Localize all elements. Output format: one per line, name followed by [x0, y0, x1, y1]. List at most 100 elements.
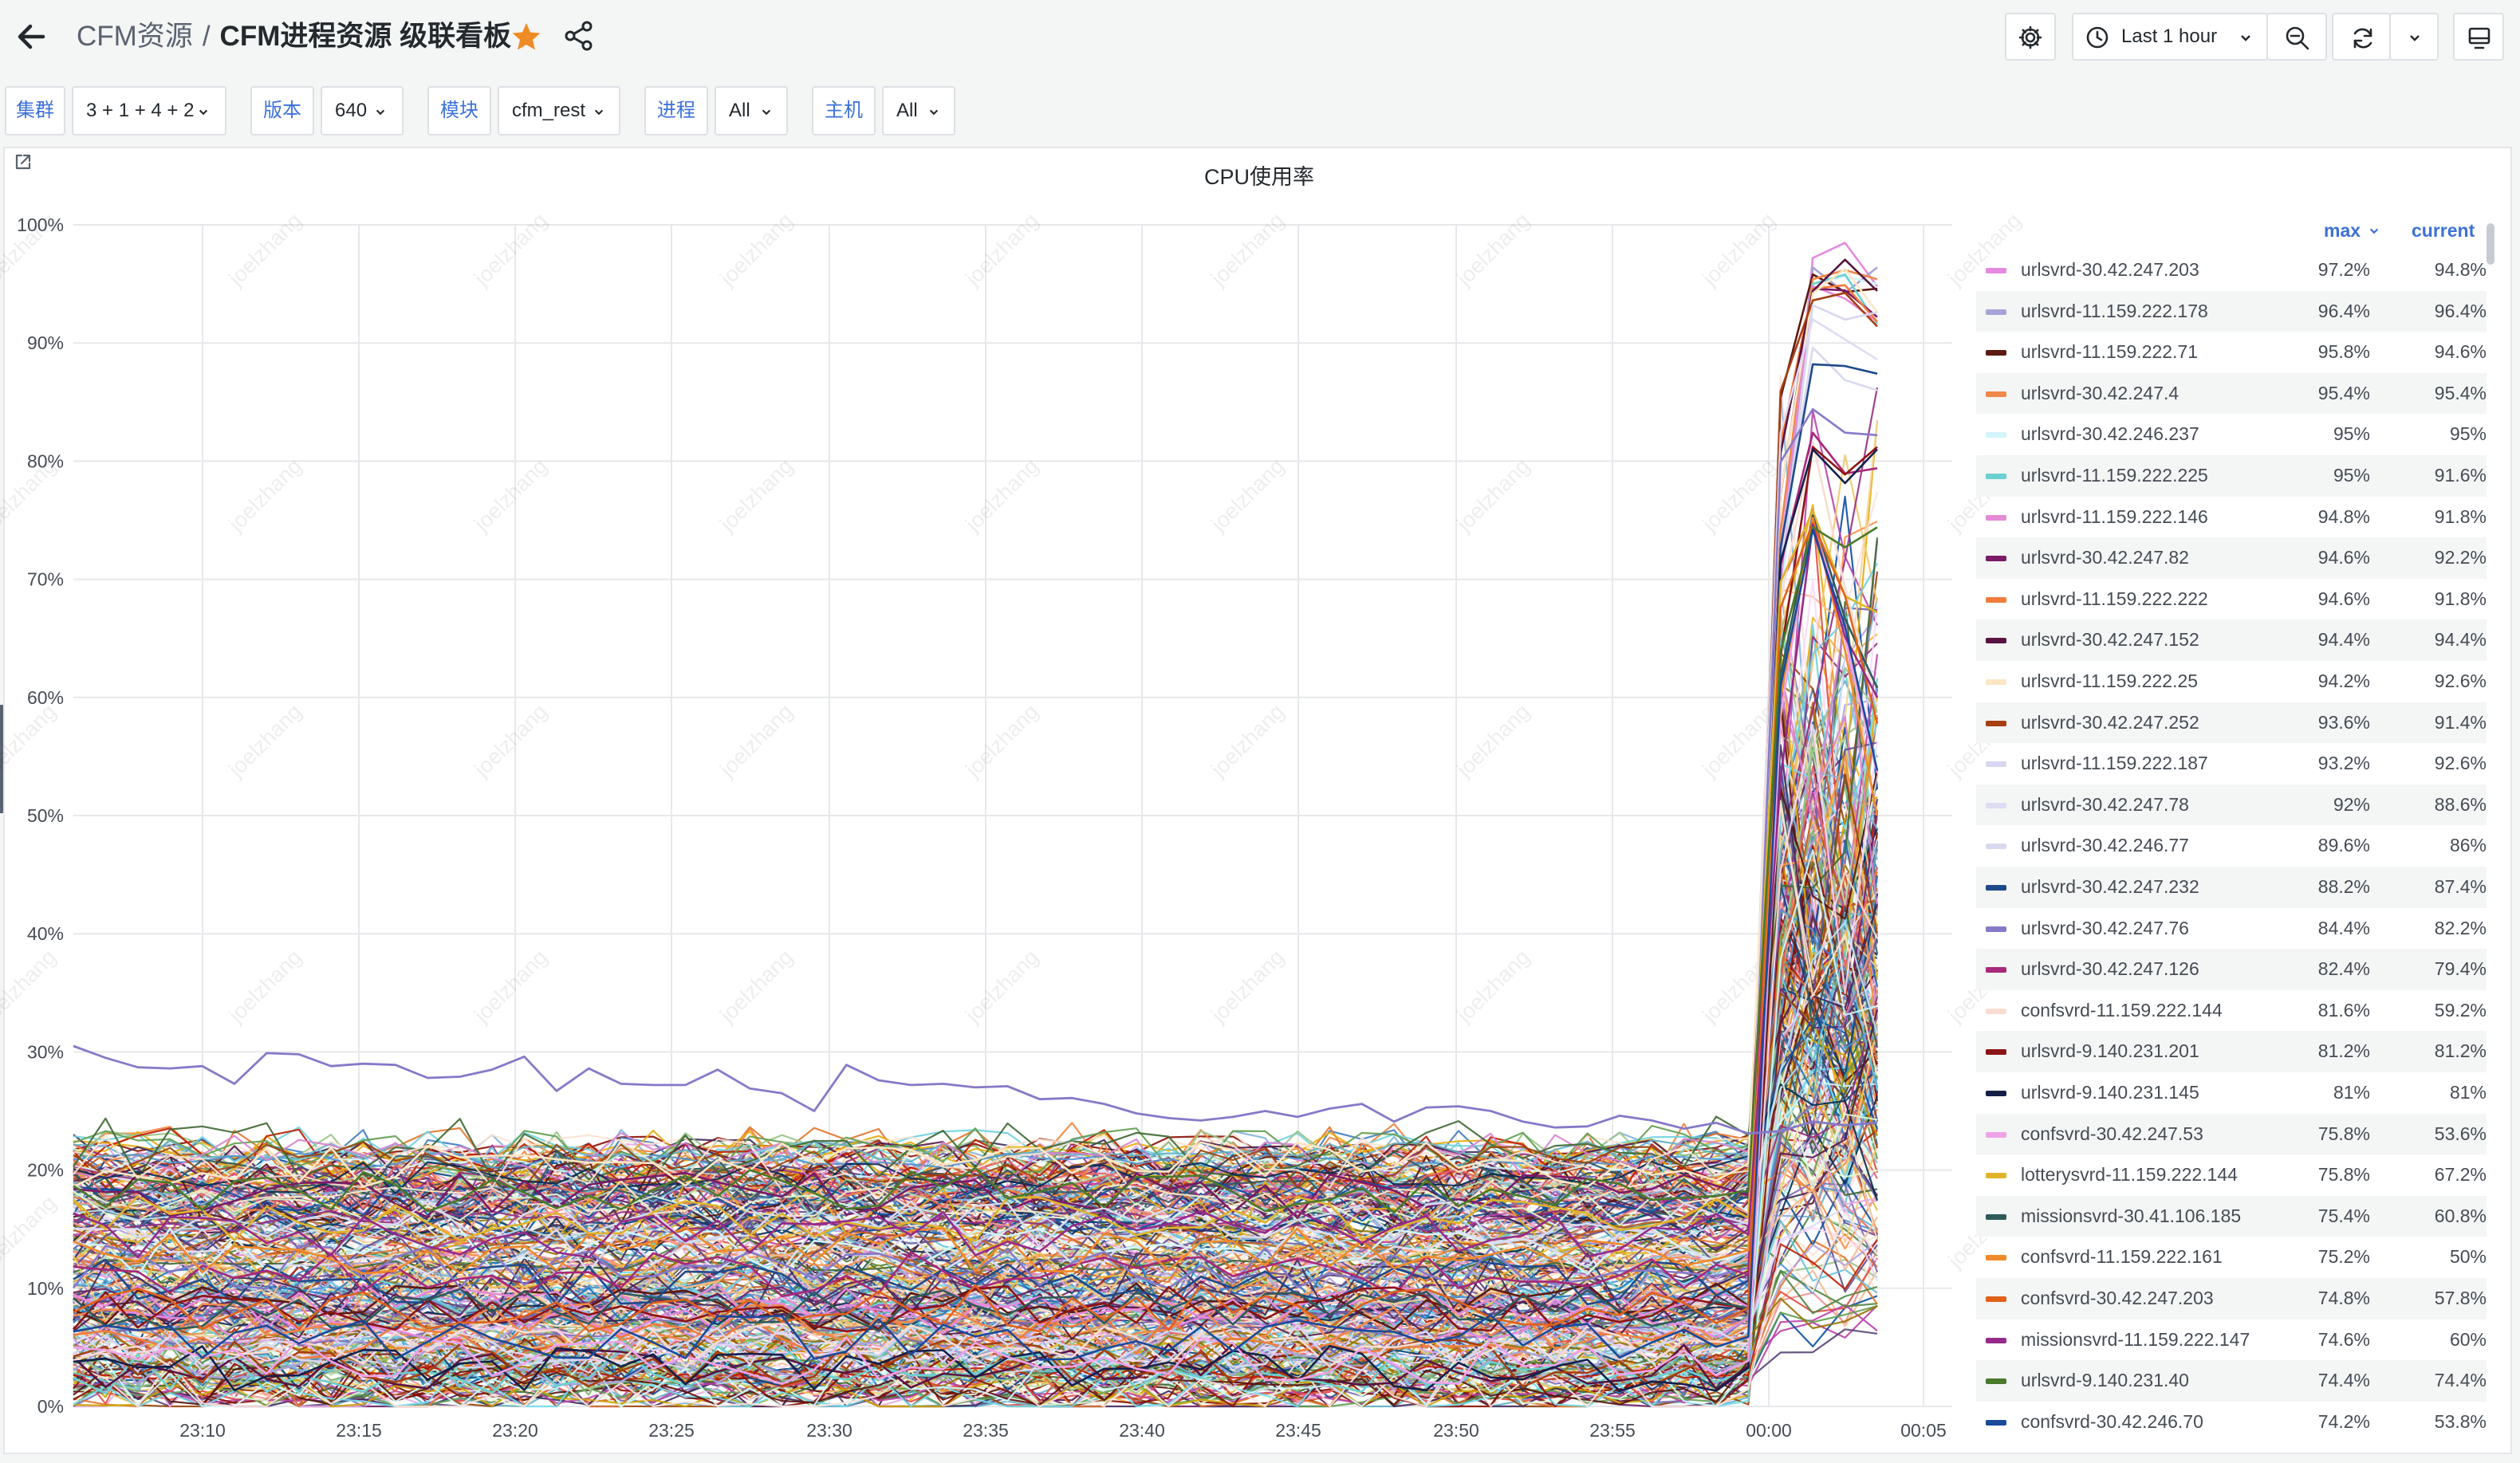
legend-item[interactable]: urlsvrd-9.140.231.145 81% 81% — [1976, 1072, 2487, 1114]
watermark: joelzhang — [0, 1190, 61, 1273]
series-line — [73, 267, 1879, 1188]
series-line — [73, 1080, 1878, 1181]
variable-select-version[interactable]: 640 — [321, 86, 404, 136]
back-arrow-icon[interactable] — [11, 16, 53, 57]
legend-max-value: 75.8% — [2317, 1123, 2370, 1144]
legend-scrollbar[interactable] — [2487, 223, 2494, 265]
legend-item[interactable]: urlsvrd-11.159.222.222 94.6% 91.8% — [1976, 579, 2487, 620]
legend-swatch — [1986, 474, 2006, 479]
variable-label-module: 模块 — [427, 86, 491, 136]
legend-max-value: 94.2% — [2317, 671, 2370, 691]
y-tick-label: 10% — [27, 1278, 64, 1299]
legend-series-name: urlsvrd-11.159.222.71 — [2021, 341, 2199, 363]
legend-item[interactable]: confsvrd-11.159.222.144 81.6% 59.2% — [1976, 990, 2487, 1032]
variable-select-host[interactable]: All — [882, 86, 955, 136]
star-icon[interactable] — [510, 21, 542, 53]
legend-item[interactable]: confsvrd-30.42.247.53 75.8% 53.6% — [1976, 1113, 2487, 1155]
share-icon[interactable] — [562, 19, 596, 53]
variable-label-host: 主机 — [812, 86, 876, 136]
legend-header-max[interactable]: max — [2324, 220, 2380, 242]
legend-item[interactable]: urlsvrd-30.42.247.126 82.4% 79.4% — [1976, 949, 2487, 990]
legend-current-value: 81.2% — [2434, 1040, 2487, 1062]
legend-series-name: urlsvrd-30.42.247.152 — [2021, 629, 2199, 651]
variable-select-cluster[interactable]: 3 + 1 + 4 + 2 — [72, 86, 226, 136]
legend-item[interactable]: urlsvrd-9.140.231.40 74.4% 74.4% — [1976, 1360, 2487, 1402]
legend-max-value: 74.6% — [2317, 1328, 2370, 1350]
series-line — [73, 541, 1879, 1408]
chevron-down-icon — [2410, 35, 2420, 41]
variable-value: 3 + 1 + 4 + 2 — [86, 100, 195, 121]
x-tick-label: 00:05 — [1900, 1420, 1947, 1441]
series-line — [73, 448, 1878, 1392]
legend-current-value: 53.8% — [2434, 1410, 2487, 1432]
legend-item[interactable]: urlsvrd-30.42.247.76 84.4% 82.2% — [1976, 908, 2487, 950]
legend-item[interactable]: urlsvrd-9.140.231.201 81.2% 81.2% — [1976, 1031, 2487, 1072]
legend-item[interactable]: urlsvrd-11.159.222.25 94.2% 92.6% — [1976, 661, 2487, 702]
series-line — [73, 1144, 1878, 1261]
settings-button[interactable] — [2005, 13, 2056, 61]
variable-value: All — [896, 100, 918, 121]
legend-item[interactable]: urlsvrd-11.159.222.71 95.8% 94.6% — [1976, 332, 2487, 373]
legend-swatch — [1986, 596, 2006, 603]
legend-item[interactable]: urlsvrd-30.42.247.82 94.6% 92.2% — [1976, 537, 2487, 579]
time-range-picker[interactable]: Last 1 hour — [2072, 13, 2268, 61]
watermark: joelzhang — [1451, 699, 1534, 782]
watermark: joelzhang — [469, 208, 552, 291]
legend-item[interactable]: urlsvrd-11.159.222.178 96.4% 96.4% — [1976, 290, 2487, 332]
refresh-interval-dropdown[interactable] — [2389, 13, 2439, 61]
legend-item[interactable]: urlsvrd-11.159.222.225 95% 91.6% — [1976, 455, 2487, 497]
legend-max-value: 95% — [2333, 423, 2370, 445]
legend-item[interactable]: missionsvrd-30.41.106.185 75.4% 60.8% — [1976, 1195, 2487, 1237]
variable-value: 640 — [335, 100, 368, 121]
series-line — [73, 285, 1878, 1331]
legend-max-value: 84.4% — [2317, 917, 2370, 938]
highlighted-series — [73, 1044, 1878, 1135]
legend-item[interactable]: urlsvrd-30.42.247.78 92% 88.6% — [1976, 784, 2487, 826]
legend-item[interactable]: missionsvrd-11.159.222.147 74.6% 60% — [1976, 1319, 2487, 1361]
legend-item[interactable]: urlsvrd-30.42.247.203 97.2% 94.8% — [1976, 250, 2487, 291]
legend-max-value: 95.8% — [2317, 341, 2370, 363]
chevron-down-icon — [2241, 35, 2250, 41]
breadcrumb-parent[interactable]: CFM资源 — [77, 21, 193, 52]
tv-mode-button[interactable] — [2453, 13, 2504, 61]
legend-item[interactable]: urlsvrd-30.42.247.232 88.2% 87.4% — [1976, 867, 2487, 908]
legend-current-value: 92.6% — [2434, 671, 2487, 691]
refresh-icon — [2353, 28, 2372, 49]
legend-current-value: 95.4% — [2434, 382, 2487, 403]
series-line — [73, 509, 1879, 1386]
legend-header-current[interactable]: current — [2412, 220, 2475, 241]
legend-item[interactable]: confsvrd-11.159.222.161 75.2% 50% — [1976, 1237, 2487, 1278]
legend-item[interactable]: urlsvrd-11.159.222.187 93.2% 92.6% — [1976, 743, 2487, 785]
legend-item[interactable]: lotterysvrd-11.159.222.144 75.8% 67.2% — [1976, 1154, 2487, 1196]
legend-item[interactable]: urlsvrd-30.42.247.152 94.4% 94.4% — [1976, 619, 2487, 661]
series-line — [73, 1211, 1878, 1408]
legend-item[interactable]: urlsvrd-11.159.222.146 94.8% 91.8% — [1976, 497, 2487, 538]
legend-max-value: 93.6% — [2317, 711, 2370, 733]
legend-item[interactable]: urlsvrd-30.42.246.77 89.6% 86% — [1976, 825, 2487, 867]
zoom-out-button[interactable] — [2266, 13, 2327, 61]
legend-series-name: urlsvrd-9.140.231.201 — [2021, 1040, 2199, 1062]
variable-select-process[interactable]: All — [715, 86, 788, 136]
side-panel-handle[interactable] — [0, 705, 5, 813]
variable-label-process: 进程 — [644, 86, 708, 136]
legend-item[interactable]: urlsvrd-30.42.246.237 95% 95% — [1976, 414, 2487, 455]
watermark: joelzhang — [1206, 945, 1289, 1028]
legend-item[interactable]: confsvrd-30.42.246.70 74.2% 53.8% — [1976, 1402, 2487, 1443]
x-axis: 23:10 23:15 23:20 23:25 23:30 23:35 23:40 23:45… — [179, 1420, 1947, 1441]
legend-swatch — [1986, 1173, 2006, 1179]
external-link-icon[interactable] — [13, 151, 33, 172]
series-line — [73, 921, 1879, 1246]
legend-swatch — [1986, 679, 2006, 685]
series-line — [73, 275, 1878, 1277]
y-tick-label: 20% — [27, 1160, 64, 1181]
legend-item[interactable]: urlsvrd-30.42.247.4 95.4% 95.4% — [1976, 372, 2487, 415]
legend-item[interactable]: confsvrd-30.42.247.203 74.8% 57.8% — [1976, 1278, 2487, 1319]
legend-item[interactable]: urlsvrd-30.42.247.252 93.6% 91.4% — [1976, 702, 2487, 744]
legend-swatch — [1986, 432, 2006, 439]
breadcrumb: CFM资源 / CFM进程资源 级联看板 — [77, 18, 511, 56]
legend-series-name: confsvrd-11.159.222.161 — [2021, 1246, 2223, 1268]
variable-select-module[interactable]: cfm_rest — [498, 86, 620, 136]
y-axis: 0% 10% 20% 30% 40% 50% 60% 70% 80% 90% 100% — [17, 214, 64, 1417]
background-series — [72, 242, 1879, 1408]
